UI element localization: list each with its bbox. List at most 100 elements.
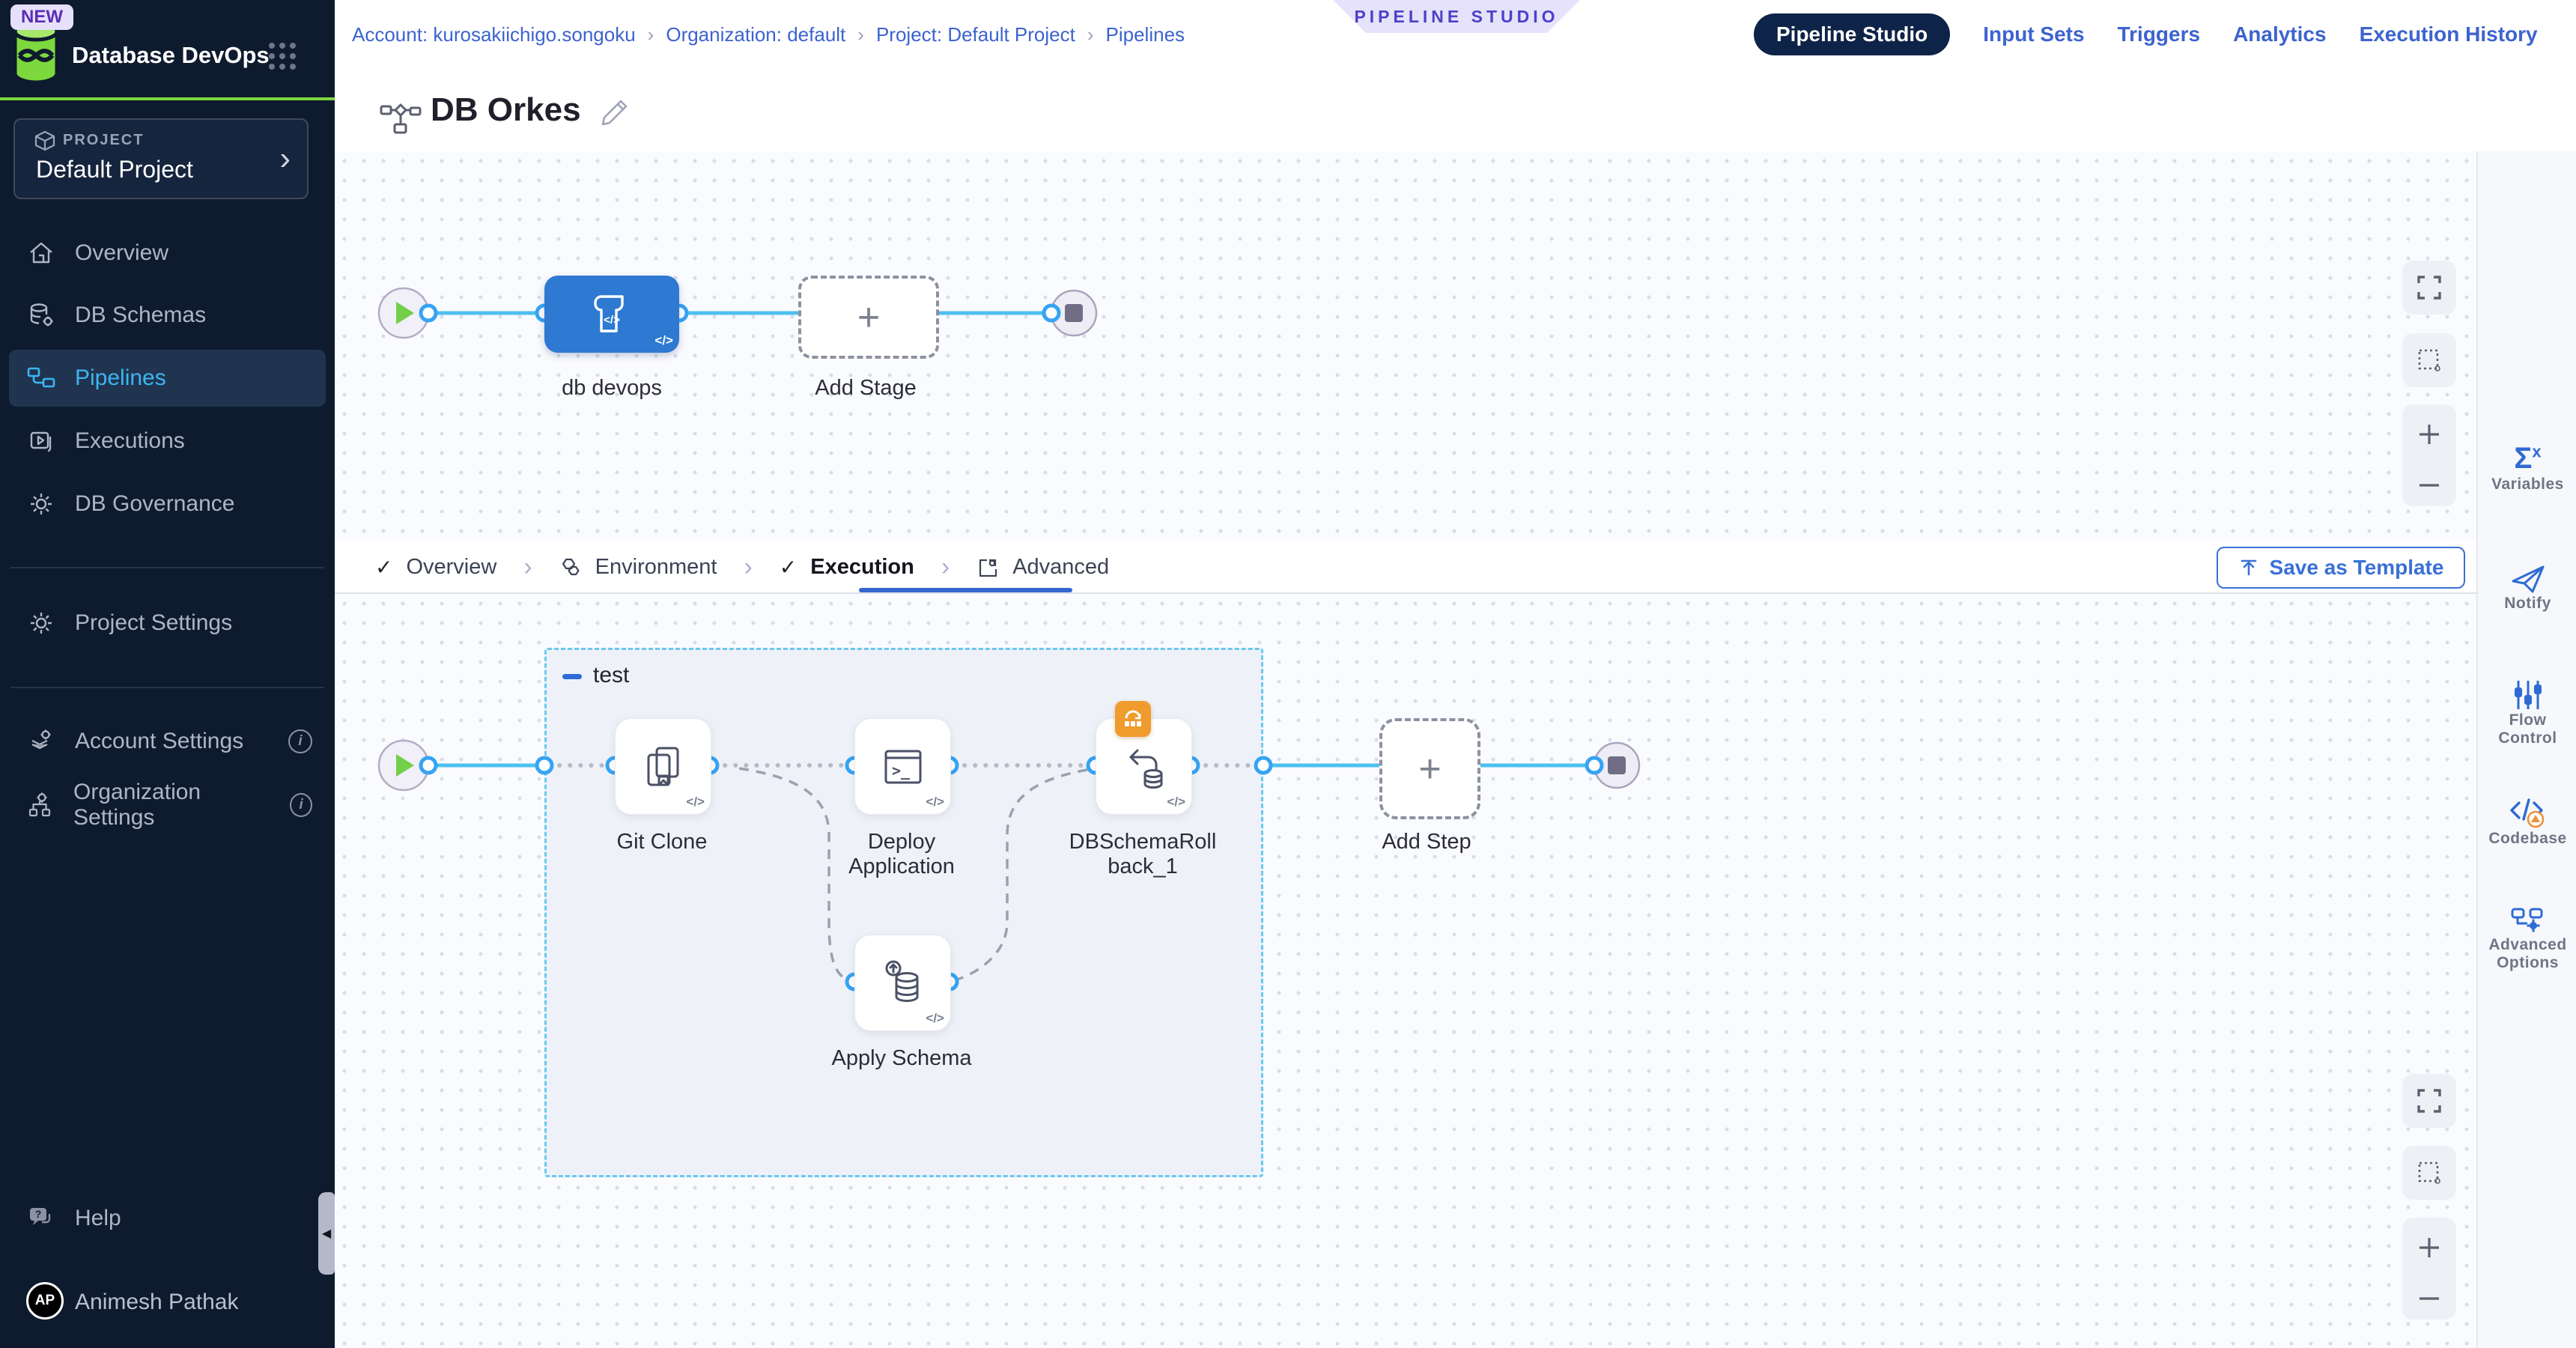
tab-advanced[interactable]: Advanced [976,555,1109,580]
sidebar-item-help[interactable]: ? Help [0,1190,335,1247]
rail-item-codebase[interactable]: Codebase [2478,797,2576,848]
sidebar-item-label: Project Settings [75,610,233,635]
pipeline-title: DB Orkes [431,91,581,128]
check-icon: ✓ [375,556,393,579]
rollback-database-icon [1129,749,1162,789]
notify-icon [2512,565,2544,593]
fullscreen-button[interactable] [2402,261,2456,315]
step-node-deploy-application[interactable]: >_ </> [854,718,951,815]
breadcrumb-project[interactable]: Project: Default Project [875,22,1075,46]
sidebar-item-pipelines[interactable]: Pipelines [9,350,326,407]
edit-pencil-icon[interactable] [598,97,630,129]
git-clone-icon [647,747,678,786]
add-stage-node[interactable]: + [798,276,939,359]
stage-tabs: ✓ Overview › Environment › ✓ Execution ›… [375,541,1109,594]
stage-label: db devops [562,376,662,400]
sidebar-item-overview[interactable]: Overview [0,225,335,282]
sidebar-item-db-governance[interactable]: DB Governance [0,476,335,532]
rail-item-notify[interactable]: Notify [2478,563,2576,613]
divider [10,567,324,568]
stage-node-db-devops[interactable]: </> </> [544,276,679,353]
code-badge: </> [654,333,673,347]
pipeline-header: DB Orkes VISUAL YAML ✓ Validated 10s ago… [335,69,2576,207]
tab-pipeline-studio[interactable]: Pipeline Studio [1754,13,1951,55]
database-devops-logo [13,21,59,84]
execution-canvas[interactable]: test [335,594,2476,1348]
sidebar-item-account-settings[interactable]: Account Settings i [0,713,335,770]
stage-canvas[interactable]: </> </> db devops + Add Stage [335,151,2476,541]
code-badge: </> [1167,795,1185,809]
rail-item-advanced-options[interactable]: Advanced Options [2478,903,2576,972]
avatar[interactable]: AP [26,1282,64,1320]
breadcrumb-pipelines[interactable]: Pipelines [1105,22,1185,46]
new-badge: NEW [10,4,73,30]
codebase-icon [2509,798,2544,828]
add-stage-label: Add Stage [815,376,917,400]
cube-icon [34,130,55,151]
svg-text:>_: >_ [892,762,911,780]
help-chat-icon: ? [27,1204,55,1233]
info-icon[interactable]: i [288,729,312,753]
breadcrumb-account[interactable]: Account: kurosakiichigo.songoku [352,22,636,46]
marquee-selection-icon [2418,1162,2440,1184]
tab-execution[interactable]: ✓ Execution [779,555,914,579]
zoom-out-button[interactable] [2416,1293,2443,1304]
sidebar-collapse-handle[interactable]: ◀ [318,1192,335,1275]
fullscreen-icon [2417,1089,2441,1113]
marquee-selection-icon [2418,349,2440,371]
zoom-in-button[interactable] [2416,421,2443,448]
variables-icon: Σx [2514,442,2542,475]
collapse-group-icon[interactable] [562,674,582,679]
step-label: Apply Schema [831,1046,972,1070]
breadcrumb-separator: › [647,22,654,46]
advanced-icon [979,559,997,577]
rail-item-variables[interactable]: Σx Variables [2491,442,2564,493]
tab-separator: › [941,553,950,581]
tab-separator: › [744,553,753,581]
sidebar-item-label: Help [75,1206,121,1230]
tab-overview[interactable]: ✓ Overview [375,555,497,579]
user-name[interactable]: Animesh Pathak [75,1290,239,1314]
zoom-controls [2402,1218,2456,1320]
add-step-node[interactable]: + [1379,718,1480,819]
code-badge: </> [926,1011,944,1025]
info-icon[interactable]: i [290,793,312,817]
tab-execution-history[interactable]: Execution History [2359,22,2538,46]
gear-icon [27,490,55,518]
tab-triggers[interactable]: Triggers [2117,22,2201,46]
executions-icon [27,427,55,455]
tab-environment[interactable]: Environment [559,555,717,580]
project-selector[interactable]: PROJECT Default Project › [13,118,309,199]
pipelines-icon [27,364,55,392]
upload-icon [2241,559,2256,576]
app-title: Database DevOps [72,42,270,68]
divider [10,687,324,688]
module-grid-icon[interactable] [267,40,298,72]
save-as-template-button[interactable]: Save as Template [2217,547,2465,589]
zoom-in-button[interactable] [2416,1234,2443,1261]
custom-stage-icon: </> [594,295,624,333]
step-label: Git Clone [616,830,708,854]
step-node-apply-schema[interactable]: </> [854,935,951,1031]
check-icon: ✓ [779,556,798,579]
selection-mode-button[interactable] [2402,333,2456,387]
sidebar-item-project-settings[interactable]: Project Settings [0,595,335,652]
project-label: PROJECT [63,132,145,148]
sidebar-item-db-schemas[interactable]: DB Schemas [0,287,335,344]
org-chart-gear-icon [27,791,54,819]
rail-item-flow-control[interactable]: Flow Control [2478,678,2576,747]
fullscreen-icon [2417,276,2441,300]
sidebar-item-organization-settings[interactable]: Organization Settings i [0,777,335,834]
selection-mode-button[interactable] [2402,1146,2456,1200]
fullscreen-button[interactable] [2402,1074,2456,1128]
execution-connector-lines [377,739,1641,992]
breadcrumb-organization[interactable]: Organization: default [666,22,846,46]
tab-input-sets[interactable]: Input Sets [1983,22,2085,46]
step-node-git-clone[interactable]: </> [615,718,711,815]
collapse-arrow-icon: ◀ [321,1227,332,1240]
step-label: Deploy Application [848,830,955,878]
tab-analytics[interactable]: Analytics [2233,22,2327,46]
gear-icon [27,609,55,637]
sidebar-item-executions[interactable]: Executions [0,413,335,470]
zoom-out-button[interactable] [2416,480,2443,491]
